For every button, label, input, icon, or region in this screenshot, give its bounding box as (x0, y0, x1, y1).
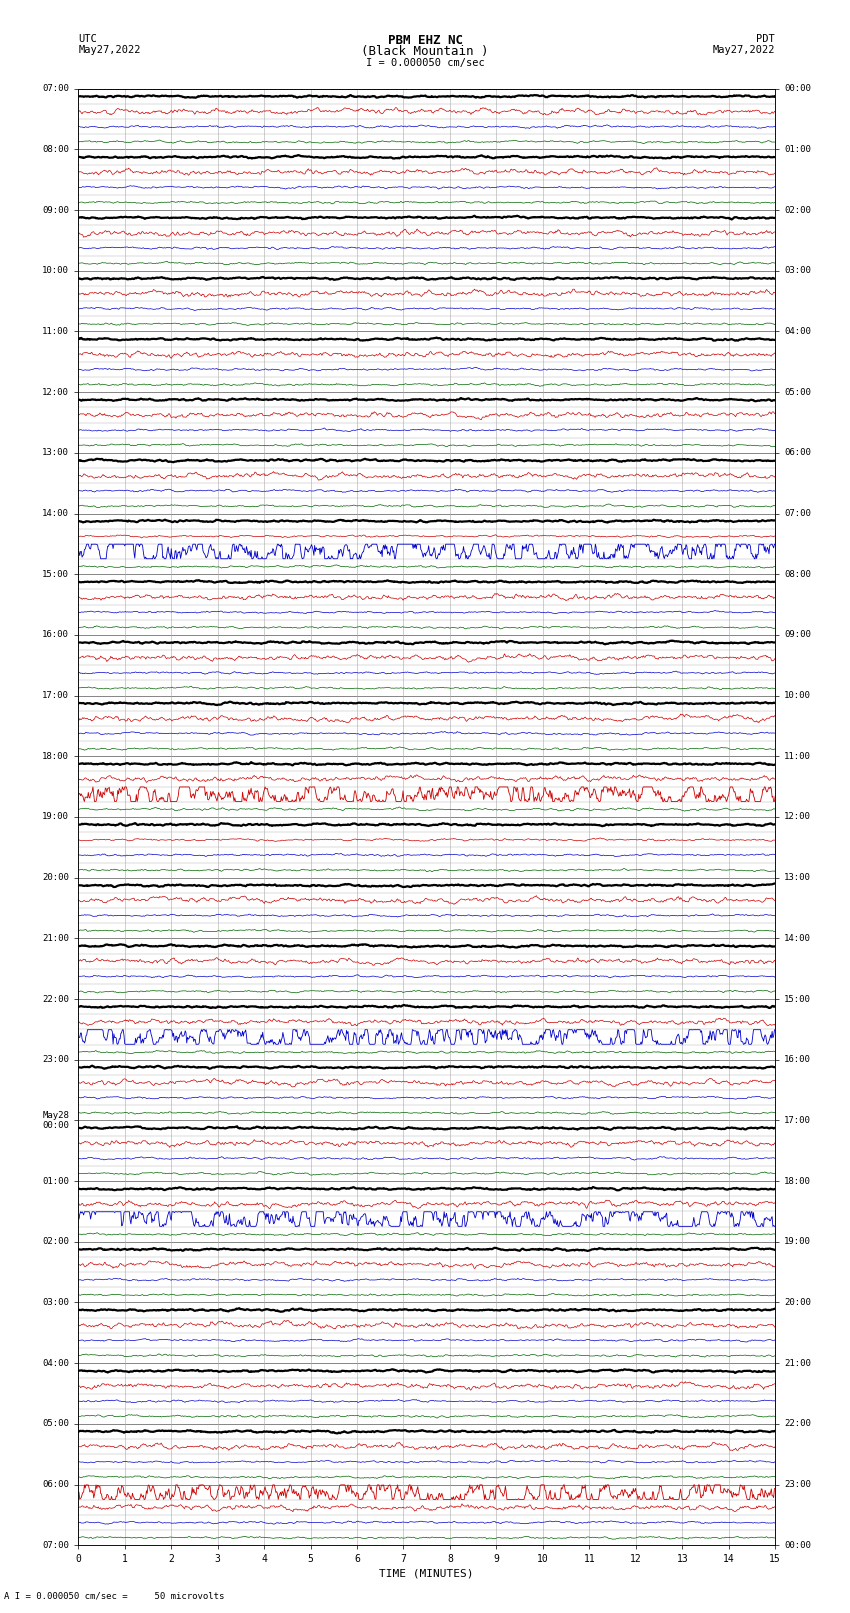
Text: May27,2022: May27,2022 (712, 45, 775, 55)
Text: I = 0.000050 cm/sec: I = 0.000050 cm/sec (366, 58, 484, 68)
Text: PBM EHZ NC: PBM EHZ NC (388, 34, 462, 47)
Text: May27,2022: May27,2022 (78, 45, 141, 55)
Text: PDT: PDT (756, 34, 775, 44)
Text: UTC: UTC (78, 34, 97, 44)
Text: A I = 0.000050 cm/sec =     50 microvolts: A I = 0.000050 cm/sec = 50 microvolts (4, 1590, 224, 1600)
Text: (Black Mountain ): (Black Mountain ) (361, 45, 489, 58)
X-axis label: TIME (MINUTES): TIME (MINUTES) (379, 1568, 474, 1579)
